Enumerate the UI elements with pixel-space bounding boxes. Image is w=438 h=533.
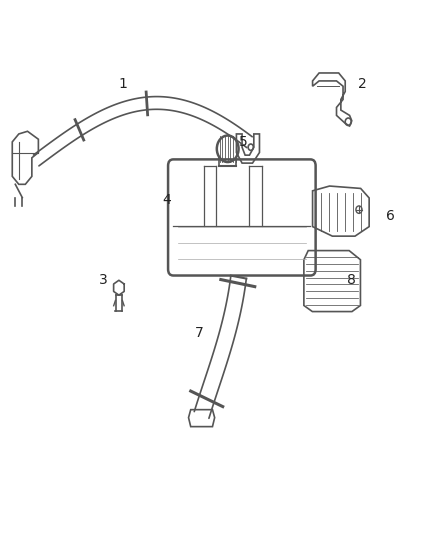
Text: 3: 3 [99,273,108,287]
Text: 2: 2 [358,77,367,91]
Text: 8: 8 [347,273,356,287]
Text: 7: 7 [195,326,204,340]
Text: 1: 1 [119,77,128,91]
Text: 4: 4 [162,193,171,207]
Text: 5: 5 [239,135,247,149]
Text: 6: 6 [386,209,396,223]
